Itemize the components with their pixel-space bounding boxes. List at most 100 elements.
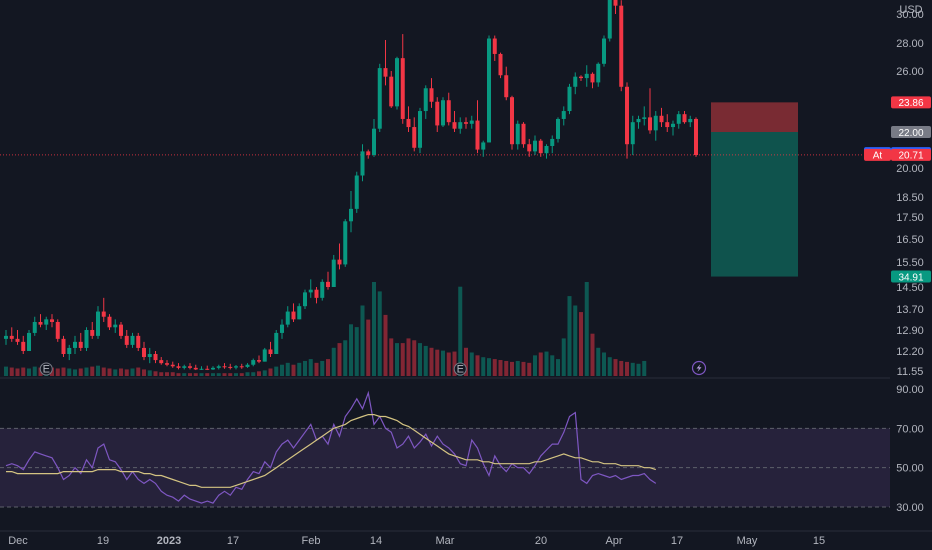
candle-body [176,366,181,368]
candle [205,365,210,371]
candle-body [579,76,583,79]
candle [297,303,302,320]
time-tick-label: 14 [370,535,382,547]
candle-body [515,123,520,145]
take-profit-zone[interactable] [711,132,798,277]
volume-bar [211,373,215,376]
candle-body [280,324,284,333]
volume-bar [27,368,31,376]
candle-body [561,111,566,119]
volume-bar [124,369,129,376]
candle [239,363,244,369]
volume-bar [291,364,296,376]
price-tag[interactable]: 34.91 [891,270,931,284]
candle-body [648,117,652,131]
candle-body [199,368,204,370]
volume-bar [176,373,181,376]
volume-bar [234,373,238,376]
volume-bar [285,362,290,376]
candle [418,107,422,154]
price-tag[interactable]: 22.00 [891,126,931,139]
price-pane[interactable] [4,0,698,371]
volume-bar [544,351,549,376]
price-tag-value: 23.86 [898,98,923,109]
candle-body [418,111,422,148]
candle-body [107,316,112,328]
candle [607,0,612,42]
rsi-pane[interactable] [0,377,932,508]
price-tick-label: 18.50 [896,192,924,204]
candle-body [389,76,394,107]
candle-body [665,122,670,128]
position-tool[interactable] [0,102,890,277]
price-tag[interactable]: 23.86 [891,96,931,109]
volume-bar [84,367,89,376]
price-tick-label: 11.55 [897,366,924,378]
candle [303,289,307,309]
candle [27,330,31,351]
dividend-marker[interactable] [691,360,707,376]
candle-body [487,38,491,143]
candle [372,118,376,157]
candle-body [469,120,474,124]
candle-body [262,349,267,362]
candle [274,330,279,355]
candle [527,138,532,157]
volume-bar [515,360,520,376]
candle-body [372,128,376,156]
volume-bar [469,352,474,376]
volume-bar [360,305,365,376]
candle [435,97,440,132]
volume-bar [395,343,399,376]
candle-body [211,367,215,370]
volume-bar [147,370,152,376]
volume-bar [464,347,468,376]
candle [182,364,187,370]
price-tick-label: 17.50 [896,212,924,224]
price-tag[interactable]: 20.71 At [864,148,931,162]
candle-body [245,364,250,367]
candle [625,82,629,159]
candle [360,144,365,182]
volume-bar [326,359,330,376]
candle-body [395,58,399,107]
volume-bar [349,324,353,376]
volume-bar [521,361,526,376]
stop-loss-zone[interactable] [711,102,798,132]
volume-bar [15,368,20,376]
candle-body [607,0,612,39]
candle [383,40,388,86]
earnings-marker[interactable]: E [453,362,467,376]
candle [475,100,480,154]
candle-body [291,311,296,320]
volume-bar [504,360,509,376]
candle-body [676,114,681,124]
volume-bar [418,343,422,376]
candle [176,363,181,370]
volume-bar [257,371,261,376]
candle-body [377,68,382,129]
candle [544,144,549,159]
candle [170,361,175,368]
candle-body [170,364,175,367]
candle [78,332,83,351]
candle-body [303,292,307,307]
candle [538,138,543,157]
volume-bar [245,372,250,376]
candle-body [458,122,463,129]
candle-body [331,259,336,287]
candle-body [38,321,43,325]
candle [314,287,319,304]
price-tag-value: 34.91 [898,272,923,283]
rsi-tick-label: 50.00 [896,463,924,475]
volume-bar [32,366,37,376]
volume-bar [475,355,480,376]
volume-bar [429,347,434,376]
earnings-marker[interactable]: E [39,362,53,376]
candle-body [429,88,434,102]
volume-bar [251,372,256,376]
volume-bar [96,365,100,376]
